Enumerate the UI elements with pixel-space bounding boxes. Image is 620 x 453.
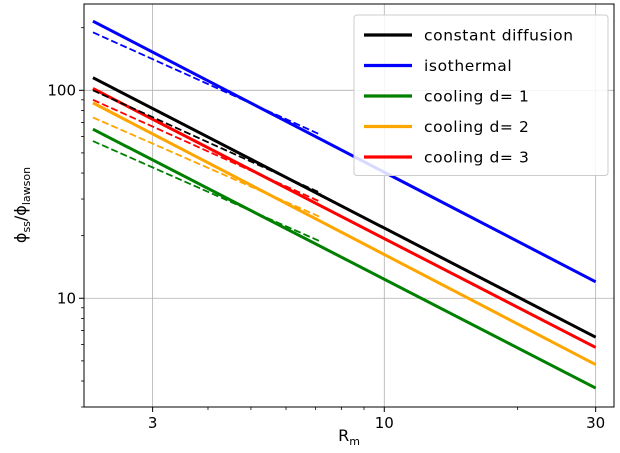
series-group: [92, 19, 597, 390]
series-line-2: [92, 127, 597, 390]
x-axis-label: Rm: [338, 426, 360, 448]
legend-label-0: constant diffusion: [424, 27, 574, 45]
y-axis-label: ϕss/ϕlawson: [11, 167, 33, 243]
y-axis-label-sub1: ss: [20, 221, 33, 233]
series-line-1: [92, 19, 597, 284]
x-tick-label-1: 10: [375, 414, 394, 432]
series-line-5-dashed: [92, 89, 322, 195]
legend-box: [353, 14, 609, 176]
legend: constant diffusion isothermal cooling d= 1…: [353, 14, 609, 176]
ticks: 3 10 30 10 100: [47, 27, 605, 432]
x-tick-label-0: 3: [148, 414, 158, 432]
series-line-0: [92, 76, 597, 339]
series-line-8-dashed: [92, 116, 322, 219]
y-tick-label-1: 100: [47, 81, 76, 99]
legend-label-2: cooling d= 1: [424, 88, 530, 106]
legend-label-4: cooling d= 3: [424, 149, 530, 167]
legend-label-3: cooling d= 2: [424, 118, 530, 136]
series-line-6-dashed: [92, 31, 322, 136]
x-tick-label-2: 30: [586, 414, 605, 432]
series-line-7-dashed: [92, 140, 322, 243]
x-axis-label-main: R: [338, 426, 349, 445]
y-axis-label-sub2: lawson: [20, 167, 33, 205]
y-tick-label-0: 10: [57, 289, 76, 307]
legend-label-1: isothermal: [424, 57, 512, 75]
y-axis-label-mid: /ϕ: [11, 205, 30, 221]
plot-frame: [83, 3, 615, 408]
series-line-9-dashed: [92, 98, 322, 203]
y-axis-label-main: ϕ: [11, 233, 30, 244]
series-line-4: [92, 87, 597, 349]
series-line-3: [92, 101, 597, 366]
x-axis-label-sub: m: [349, 435, 360, 448]
